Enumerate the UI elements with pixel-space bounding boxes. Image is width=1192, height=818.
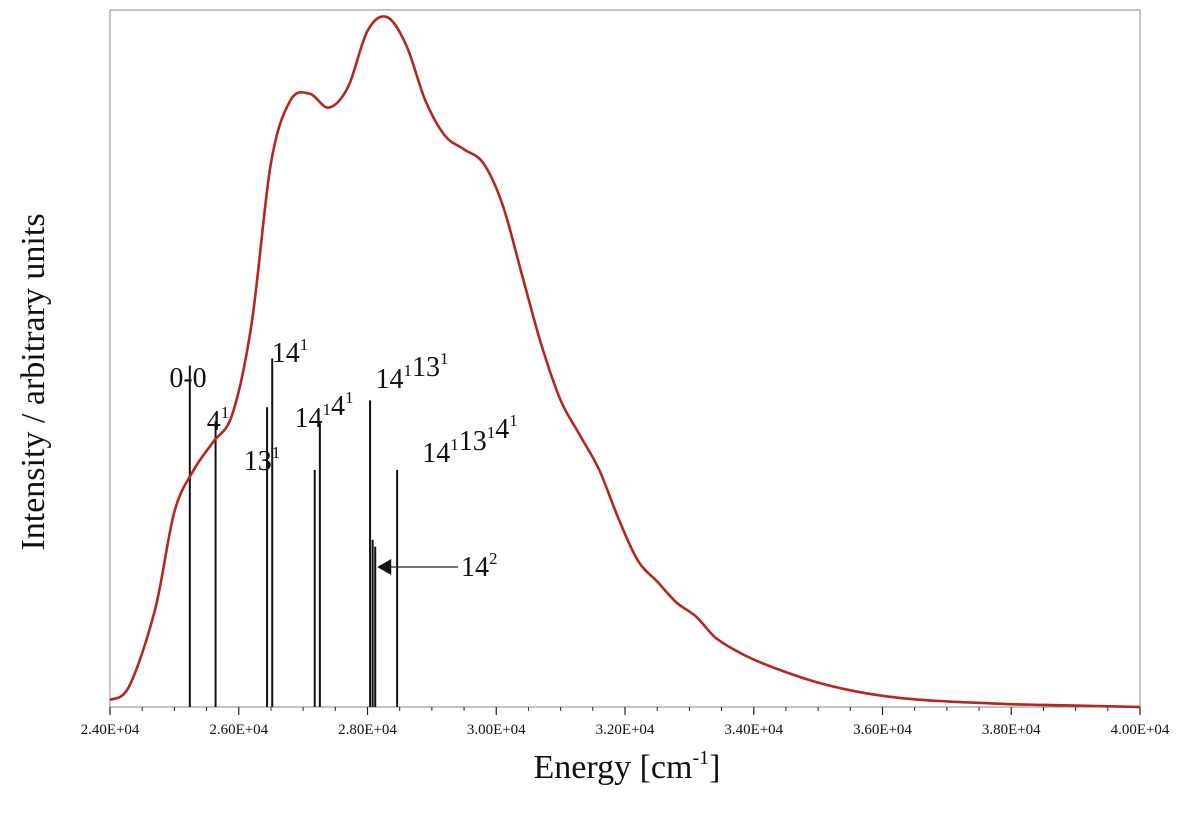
peak-label-base: 14 <box>376 364 404 395</box>
peak-label-sup: 1 <box>487 423 496 442</box>
peak-label-sup: 1 <box>509 411 518 430</box>
peak-label: 0-0 <box>169 363 206 394</box>
x-tick-label: 3.40E+04 <box>724 722 783 738</box>
peak-label-base: 4 <box>331 391 345 422</box>
peak-label-sup: 1 <box>450 435 459 454</box>
x-axis-title-suffix: ] <box>709 749 720 786</box>
peak-label: 41 <box>207 403 230 437</box>
peak-label: 131 <box>244 443 281 477</box>
peak-label-sup: 1 <box>440 349 449 368</box>
peak-label: 141 <box>272 335 309 369</box>
x-axis-title-main: Energy [cm <box>534 749 693 786</box>
x-tick-label: 4.00E+04 <box>1111 722 1170 738</box>
x-tick-label: 3.20E+04 <box>596 722 655 738</box>
peak-label-base: 14 <box>295 403 323 434</box>
peak-label-sup: 1 <box>323 400 332 419</box>
x-axis-ticks: 2.40E+04 2.60E+04 2.80E+04 3.00E+04 3.20E+04… <box>81 707 1170 738</box>
y-axis-title: Intensity / arbitrary units <box>15 213 52 550</box>
spectrum-curve-layer <box>109 15 1141 709</box>
peak-label-base: 4 <box>495 414 509 445</box>
plot-area <box>109 9 1141 708</box>
x-tick-label: 2.80E+04 <box>338 722 397 738</box>
x-axis-title: Energy [cm-1] <box>534 747 721 786</box>
peak-label-base: 14 <box>461 552 489 583</box>
peak-label-base: 13 <box>412 352 440 383</box>
peak-label: 141131 <box>376 349 449 395</box>
peak-label-sup: 1 <box>272 443 281 462</box>
x-tick-label: 3.80E+04 <box>982 722 1041 738</box>
stick-spectrum <box>188 358 399 707</box>
peak-label-sup: 1 <box>221 403 230 422</box>
peak-label-base: 13 <box>459 426 487 457</box>
spectrum-curve <box>109 15 1141 709</box>
x-tick-label: 3.60E+04 <box>853 722 912 738</box>
peak-label-base: 0-0 <box>169 363 206 394</box>
peak-label: 14113141 <box>422 411 518 469</box>
peak-label: 142 <box>461 549 498 583</box>
x-axis-title-sup: -1 <box>692 747 709 769</box>
peak-label-base: 14 <box>272 338 300 369</box>
peak-label: 14141 <box>295 388 354 434</box>
x-tick-label: 2.40E+04 <box>81 722 140 738</box>
peak-label-sup: 1 <box>404 361 413 380</box>
x-tick-label: 2.60E+04 <box>209 722 268 738</box>
peak-label-base: 14 <box>422 438 450 469</box>
x-tick-label: 3.00E+04 <box>467 722 526 738</box>
annotation-arrow-head <box>377 559 392 575</box>
peak-label-sup: 1 <box>345 388 354 407</box>
peak-label-sup: 2 <box>489 549 498 568</box>
peak-label-base: 13 <box>244 446 272 477</box>
peak-label-base: 4 <box>207 406 221 437</box>
peak-label-sup: 1 <box>300 335 309 354</box>
